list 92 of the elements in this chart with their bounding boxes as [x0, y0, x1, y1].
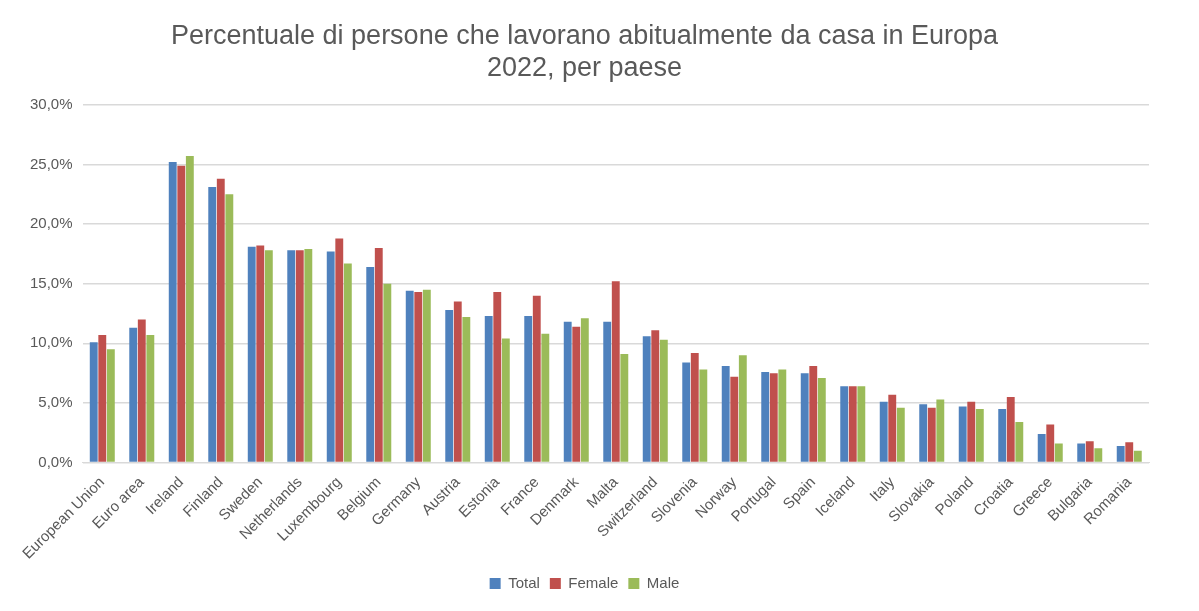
- bar: [761, 371, 770, 462]
- bar: [247, 246, 256, 462]
- bar: [366, 267, 375, 462]
- bar: [287, 250, 296, 462]
- bar: [414, 292, 423, 462]
- bar: [659, 339, 668, 462]
- bar: [998, 408, 1007, 462]
- y-tick-label: 15,0%: [29, 273, 73, 291]
- bar: [958, 406, 967, 462]
- bar: [98, 334, 107, 462]
- bar: [304, 249, 313, 462]
- y-tick-label: 30,0%: [29, 94, 73, 112]
- bar: [264, 250, 273, 462]
- bar: [129, 327, 138, 462]
- bar: [651, 330, 660, 462]
- bar: [225, 194, 234, 462]
- bar: [383, 283, 392, 462]
- bar: [919, 404, 928, 462]
- bar: [848, 386, 857, 462]
- y-tick-label: 5,0%: [38, 393, 73, 411]
- bar: [137, 319, 146, 462]
- bar: [879, 401, 888, 462]
- y-tick-label: 25,0%: [29, 154, 73, 172]
- bar: [611, 281, 620, 462]
- bar: [563, 321, 572, 462]
- bar: [168, 162, 177, 462]
- bar: [1125, 442, 1134, 462]
- bar: [1015, 422, 1024, 462]
- bar: [620, 354, 629, 462]
- bar: [817, 377, 826, 462]
- bar: [642, 336, 651, 462]
- bar: [888, 394, 897, 462]
- bar: [208, 187, 217, 462]
- bar: [1094, 448, 1103, 462]
- bar: [580, 318, 589, 462]
- bar: [453, 301, 462, 462]
- y-tick-label: 0,0%: [38, 452, 73, 470]
- bar: [343, 263, 352, 462]
- bar: [936, 399, 945, 462]
- y-tick-label: 20,0%: [29, 214, 73, 232]
- bar: [1085, 441, 1094, 462]
- bar: [1077, 443, 1086, 462]
- bar: [146, 334, 155, 462]
- legend-label: Male: [646, 573, 680, 591]
- bar: [524, 315, 533, 462]
- bar: [730, 376, 739, 462]
- bar: [699, 369, 708, 462]
- bar: [1116, 445, 1125, 462]
- bar: [840, 386, 849, 462]
- bar: [682, 362, 691, 462]
- bar: [256, 245, 265, 462]
- bar: [800, 373, 809, 462]
- bar: [857, 386, 866, 462]
- bar: [967, 401, 976, 462]
- bar: [106, 349, 115, 462]
- bar: [462, 317, 471, 462]
- bar: [185, 156, 194, 462]
- bar: [445, 309, 454, 462]
- bar: [541, 333, 550, 462]
- bar: [422, 289, 431, 462]
- legend-label: Female: [568, 573, 619, 591]
- bar: [896, 407, 905, 462]
- bar: [374, 247, 383, 462]
- chart-title: Percentuale di persone che lavorano abitualmente da casa in Europa 2022, per paese: [170, 19, 1000, 83]
- bar: [769, 373, 778, 462]
- bar: [975, 408, 984, 462]
- bar: [335, 238, 344, 462]
- bar: [1037, 433, 1046, 462]
- bar: [572, 326, 581, 462]
- bar: [501, 338, 510, 462]
- bar: [484, 315, 493, 462]
- bar: [493, 292, 502, 462]
- bar: [177, 165, 186, 462]
- bar: [721, 366, 730, 462]
- bar: [295, 250, 304, 462]
- bar: [326, 251, 335, 462]
- bar: [405, 290, 414, 462]
- bar: [1133, 450, 1142, 462]
- bar: [603, 321, 612, 462]
- bar: [532, 295, 541, 462]
- bar: [216, 178, 225, 462]
- bar: [927, 407, 936, 462]
- bar: [1006, 397, 1015, 462]
- bar: [809, 366, 818, 462]
- bar: [89, 342, 98, 462]
- bar: [690, 352, 699, 462]
- bar: [1046, 424, 1055, 462]
- bar: [1054, 443, 1063, 462]
- bar: [778, 369, 787, 462]
- legend-label: Total: [508, 573, 540, 591]
- bar: [738, 355, 747, 462]
- y-tick-label: 10,0%: [29, 333, 73, 351]
